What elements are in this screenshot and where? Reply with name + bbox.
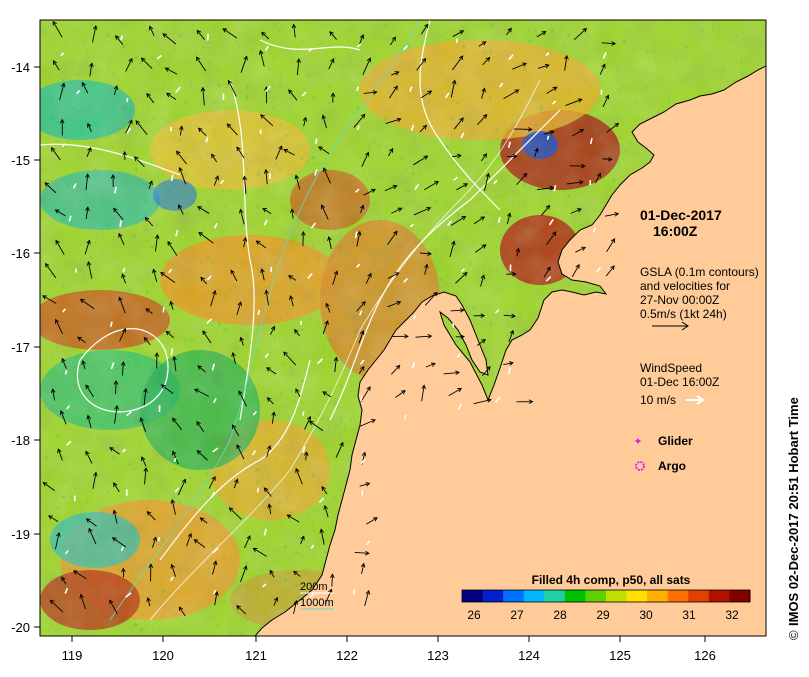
colorbar-swatch <box>688 590 709 602</box>
lon-tick-label: 124 <box>518 648 540 663</box>
lon-tick-label: 120 <box>152 648 174 663</box>
credit-text: IMOS 02-Dec-2017 20:51 Hobart Time <box>786 397 801 626</box>
glider-label: Glider <box>658 434 693 448</box>
depth-1000-label: 1000m <box>300 597 334 609</box>
colorbar-swatch <box>503 590 524 602</box>
colorbar-swatch <box>544 590 565 602</box>
wind-arrow <box>66 370 67 374</box>
velocity-arrow <box>116 381 117 394</box>
lon-tick-label: 126 <box>694 648 716 663</box>
colorbar-swatch <box>565 590 586 602</box>
colorbar-tick-label: 27 <box>510 608 524 622</box>
lon-tick-label: 123 <box>427 648 449 663</box>
lon-tick-label: 122 <box>336 648 358 663</box>
wind-arrow <box>303 411 304 415</box>
wind-arrow <box>127 98 128 102</box>
timestamp-time: 16:00Z <box>653 223 698 239</box>
wind-arrow <box>547 136 548 140</box>
wind-arrow <box>258 310 259 315</box>
lat-tick-label: -19 <box>11 527 30 542</box>
longitude-axis: 119 120 121 122 123 124 125 126 <box>62 636 716 663</box>
wind-line-3: 10 m/s <box>640 393 676 407</box>
colorbar-tick-label: 29 <box>596 608 610 622</box>
colorbar-swatch <box>647 590 668 602</box>
colorbar-tick-label: 28 <box>553 608 567 622</box>
glider-marker-icon: ✦ <box>633 436 642 448</box>
gsla-line-4: 0.5m/s (1kt 24h) <box>640 307 727 321</box>
colorbar-swatch <box>729 590 750 602</box>
sst-field <box>25 20 766 636</box>
colorbar-swatch <box>524 590 545 602</box>
wind-arrow <box>316 139 317 144</box>
wind-arrow <box>163 307 164 312</box>
colorbar-swatch <box>606 590 627 602</box>
colorbar-title: Filled 4h comp, p50, all sats <box>532 573 691 587</box>
wind-arrow <box>405 415 406 419</box>
colorbar-tick-label: 26 <box>467 608 481 622</box>
lat-tick-label: -18 <box>11 433 30 448</box>
wind-arrow <box>354 589 355 594</box>
gsla-line-1: GSLA (0.1m contours) <box>640 265 759 279</box>
wind-arrow <box>554 185 555 191</box>
lat-tick-label: -14 <box>11 60 30 75</box>
latitude-axis: -14 -15 -16 -17 -18 -19 -20 <box>11 60 40 635</box>
timestamp-date: 01-Dec-2017 <box>640 207 722 223</box>
lon-tick-label: 119 <box>62 648 83 663</box>
velocity-arrow <box>514 129 532 130</box>
gsla-line-3: 27-Nov 00:00Z <box>640 293 719 307</box>
lon-tick-label: 121 <box>245 648 267 663</box>
lat-tick-label: -17 <box>11 340 30 355</box>
lat-tick-label: -15 <box>11 153 30 168</box>
wind-arrow <box>171 127 172 131</box>
colorbar-swatch <box>709 590 730 602</box>
copyright-icon: © <box>786 630 801 640</box>
wind-arrow <box>158 537 159 541</box>
colorbar-swatch <box>585 590 606 602</box>
colorbar-tick-label: 31 <box>682 608 696 622</box>
wind-arrow <box>361 396 362 401</box>
wind-line-1: WindSpeed <box>640 361 702 375</box>
lat-tick-label: -20 <box>11 620 30 635</box>
colorbar: Filled 4h comp, p50, all sats 26 27 28 29 30… <box>446 570 762 628</box>
colorbar-swatch <box>483 590 504 602</box>
lat-tick-label: -16 <box>11 246 30 261</box>
colorbar-swatch <box>668 590 689 602</box>
colorbar-swatch <box>462 590 483 602</box>
lon-tick-label: 125 <box>609 648 631 663</box>
colorbar-swatch <box>627 590 648 602</box>
colorbar-tick-label: 30 <box>639 608 653 622</box>
wind-arrow <box>258 488 259 493</box>
wind-arrow <box>457 39 458 43</box>
colorbar-tick-label: 32 <box>725 608 739 622</box>
credit: © IMOS 02-Dec-2017 20:51 Hobart Time <box>786 397 801 640</box>
argo-label: Argo <box>658 459 686 473</box>
colorbar-swatches <box>462 590 751 602</box>
gsla-line-2: and velocities for <box>640 279 730 293</box>
wind-line-2: 01-Dec 16:00Z <box>640 375 719 389</box>
wind-arrow <box>120 220 121 227</box>
depth-200-label: 200m <box>300 581 328 593</box>
